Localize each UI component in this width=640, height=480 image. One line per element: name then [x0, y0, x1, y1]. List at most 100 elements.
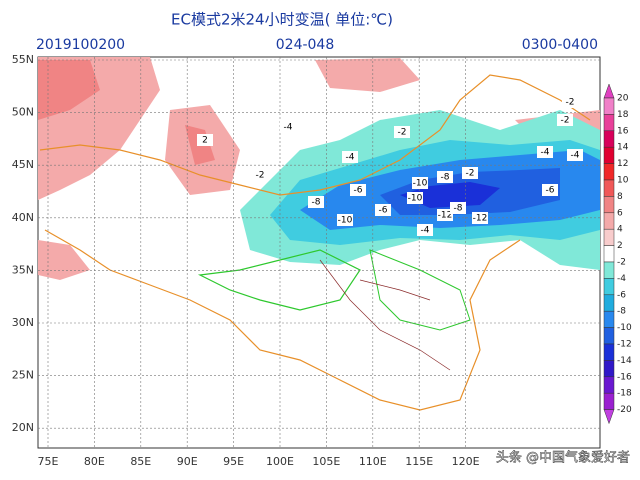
colorbar-label: -18: [617, 389, 632, 399]
colorbar-label: -20: [617, 405, 632, 415]
lon-label: 105E: [312, 455, 340, 468]
colorbar-cell: [603, 343, 615, 361]
colorbar-cell: [603, 310, 615, 328]
colorbar-end: [603, 83, 615, 99]
contour-label-bg: [562, 96, 578, 108]
contour-label-bg: [472, 212, 488, 224]
contour-label-bg: [567, 149, 583, 161]
lon-label: 120E: [452, 455, 480, 468]
colorbar-cell: [603, 278, 615, 296]
contour-label: -4: [541, 148, 550, 158]
watermark: 头条 @中国气象爱好者: [496, 450, 630, 466]
colorbar-label: -12: [617, 340, 632, 350]
contour-label-bg: [350, 184, 366, 196]
contour-label: -4: [571, 151, 580, 161]
warm-area: [38, 60, 100, 120]
lon-label: 110E: [359, 455, 387, 468]
colorbar-label: 18: [617, 110, 629, 120]
colorbar-cell: [603, 360, 615, 378]
contour-label-bg: [342, 151, 358, 163]
colorbar-cell: [603, 146, 615, 164]
contour-label-bg: [542, 184, 558, 196]
colorbar-label: -2: [617, 258, 626, 268]
colorbar-cell: [603, 130, 615, 148]
title: EC模式2米24小时变温( 单位:℃): [171, 11, 393, 29]
contour-label: -4: [346, 153, 355, 163]
colorbar-cell: [603, 196, 615, 214]
contour-label: -8: [441, 173, 450, 183]
contour-label-bg: [375, 204, 391, 216]
contour-label: -8: [312, 198, 321, 208]
date: 2019100200: [36, 37, 125, 53]
contour-label-bg: [537, 146, 553, 158]
contour-label: -6: [379, 206, 388, 216]
lon-label: 95E: [223, 455, 244, 468]
contour-label-bg: [450, 202, 466, 214]
province-line: [319, 259, 451, 371]
colorbar-label: 2: [617, 241, 623, 251]
border: [39, 74, 591, 196]
colorbar-cell: [603, 228, 615, 246]
lead: 024-048: [276, 37, 335, 53]
lon-label: 90E: [177, 455, 198, 468]
colorbar-cell: [603, 179, 615, 197]
colorbar-cell: [603, 97, 615, 115]
warm-area: [315, 58, 420, 92]
lat-label: 30N: [12, 316, 34, 329]
border: [197, 249, 361, 311]
colorbar-cell: [603, 163, 615, 181]
lat-label: 20N: [12, 421, 34, 434]
contour-label: -6: [354, 186, 363, 196]
lon-label: 80E: [84, 455, 105, 468]
contour-label: -2: [561, 116, 570, 126]
colorbar-cell: [603, 294, 615, 312]
colorbar-cell: [603, 212, 615, 230]
lon-label: 115E: [405, 455, 433, 468]
lat-label: 55N: [12, 53, 34, 66]
colorbar-label: 16: [617, 126, 629, 136]
warm-area: [38, 240, 90, 280]
contour-label: -10: [338, 216, 353, 226]
lat-label: 45N: [12, 158, 34, 171]
contour-label: -4: [421, 226, 430, 236]
colorbar-cell: [603, 261, 615, 279]
colorbar-label: -6: [617, 290, 626, 300]
lat-label: 50N: [12, 106, 34, 119]
window: 0300-0400: [522, 37, 598, 53]
colorbar-label: 20: [617, 94, 629, 104]
colorbar-label: -4: [617, 274, 626, 284]
colorbar-label: -8: [617, 307, 626, 317]
contour-label: -8: [454, 204, 463, 214]
contour-label: -12: [473, 214, 488, 224]
contour-label-bg: [557, 114, 573, 126]
lon-label: 85E: [130, 455, 151, 468]
contour-label-bg: [437, 171, 453, 183]
lon-label: 100E: [266, 455, 294, 468]
colorbar-cell: [603, 392, 615, 410]
contour-label: -2: [566, 98, 575, 108]
contour-label: -4: [284, 123, 293, 133]
contour-label-bg: [252, 169, 268, 181]
contour-label-bg: [197, 134, 213, 146]
contour-label: -6: [546, 186, 555, 196]
contour-label-bg: [437, 209, 453, 221]
lat-label: 40N: [12, 211, 34, 224]
colorbar-cell: [603, 114, 615, 132]
contour-label-bg: [462, 167, 478, 179]
colorbar-cell: [603, 327, 615, 345]
colorbar-label: 8: [617, 192, 623, 202]
lat-label: 35N: [12, 263, 34, 276]
colorbar-cell: [603, 245, 615, 263]
colorbar-label: 10: [617, 176, 629, 186]
lon-label: 75E: [38, 455, 59, 468]
border: [44, 229, 521, 411]
colorbar-label: 6: [617, 208, 623, 218]
colorbar-label: -10: [617, 323, 632, 333]
boundaries: [39, 74, 591, 411]
lat-label: 25N: [12, 369, 34, 382]
colorbar-cell: [603, 376, 615, 394]
colorbar-label: -14: [617, 356, 632, 366]
colorbar-end: [603, 409, 615, 425]
contour-label-bg: [412, 177, 428, 189]
